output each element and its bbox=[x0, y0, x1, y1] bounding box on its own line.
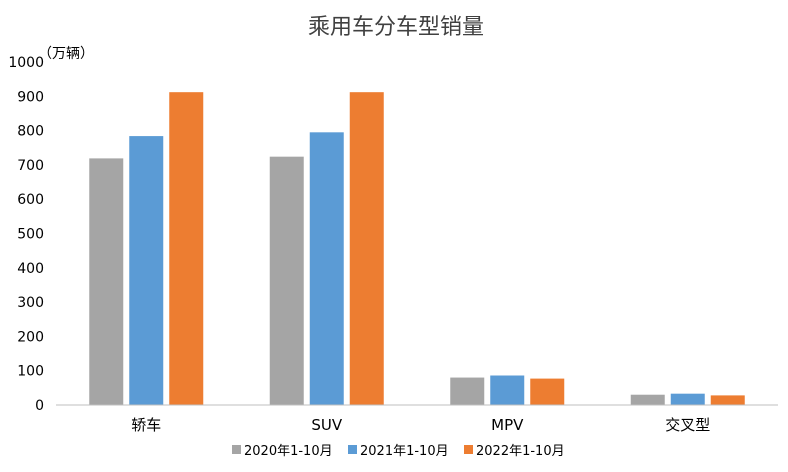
y-tick-label: 400 bbox=[17, 261, 44, 277]
y-axis-unit-label: （万辆） bbox=[38, 46, 94, 62]
y-tick-label: 500 bbox=[17, 227, 44, 243]
bar-2-2 bbox=[530, 378, 565, 405]
bars-group bbox=[89, 92, 745, 406]
bar-1-2 bbox=[349, 92, 384, 406]
bar-1-1 bbox=[309, 132, 344, 405]
x-tick-label: 交叉型 bbox=[665, 416, 710, 434]
chart-title: 乘用车分车型销量 bbox=[308, 15, 484, 40]
legend-swatch bbox=[348, 445, 357, 454]
y-tick-label: 300 bbox=[17, 295, 44, 311]
y-tick-label: 600 bbox=[17, 192, 44, 208]
bar-1-0 bbox=[269, 156, 304, 405]
bar-3-1 bbox=[670, 393, 705, 405]
x-tick-label: SUV bbox=[311, 416, 343, 434]
legend-label: 2022年1-10月 bbox=[476, 444, 565, 459]
legend-swatch bbox=[232, 445, 241, 454]
y-tick-label: 1000 bbox=[8, 55, 44, 71]
y-tick-label: 100 bbox=[17, 364, 44, 380]
legend-swatch bbox=[464, 445, 473, 454]
x-tick-label: MPV bbox=[491, 416, 524, 434]
x-axis-categories: 轿车 SUV MPV 交叉型 bbox=[131, 416, 710, 434]
legend: 2020年1-10月 2021年1-10月 2022年1-10月 bbox=[232, 444, 565, 459]
y-tick-label: 800 bbox=[17, 124, 44, 140]
bar-3-0 bbox=[630, 394, 665, 405]
bar-0-1 bbox=[129, 136, 164, 405]
y-axis-ticks: 0 100 200 300 400 500 600 700 800 900 1000 bbox=[8, 55, 44, 414]
y-tick-label: 900 bbox=[17, 89, 44, 105]
y-tick-label: 0 bbox=[35, 398, 44, 414]
legend-label: 2020年1-10月 bbox=[244, 444, 333, 459]
bar-0-2 bbox=[169, 92, 204, 406]
bar-3-2 bbox=[710, 395, 745, 405]
x-tick-label: 轿车 bbox=[131, 416, 161, 434]
legend-label: 2021年1-10月 bbox=[360, 444, 449, 459]
y-tick-label: 700 bbox=[17, 158, 44, 174]
y-tick-label: 200 bbox=[17, 329, 44, 345]
bar-2-0 bbox=[450, 377, 485, 405]
bar-2-1 bbox=[490, 375, 525, 405]
bar-0-0 bbox=[89, 158, 124, 405]
